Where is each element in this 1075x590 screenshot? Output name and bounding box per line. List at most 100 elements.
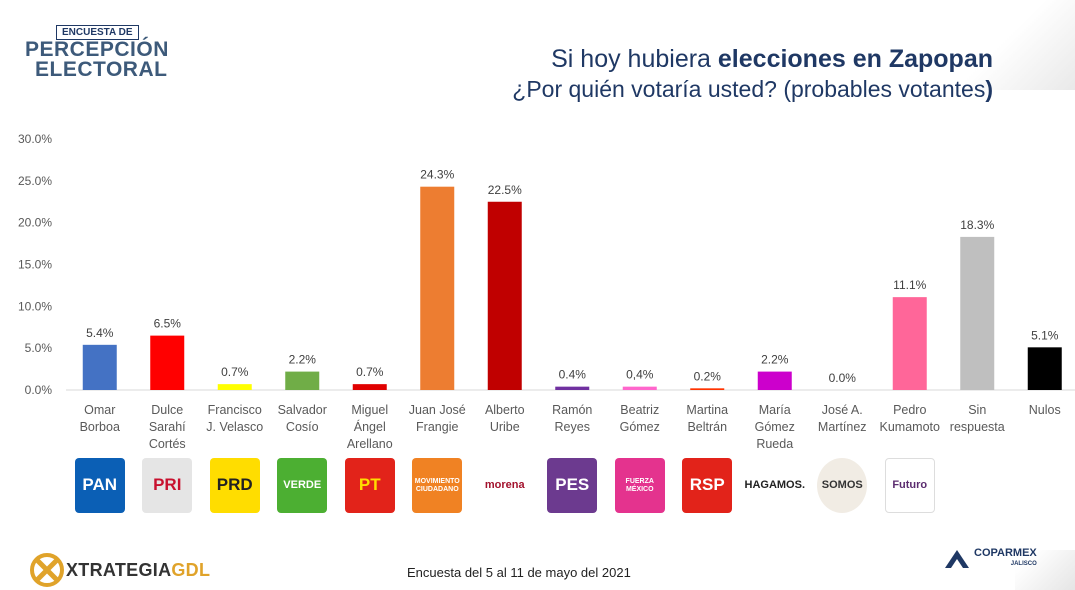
x-tick-label: Uribe [490,420,520,434]
coparmex-logo: COPARMEX JALISCO [944,548,1037,570]
x-tick-label: Francisco [208,403,262,417]
xtrategia-mark-icon [30,553,64,587]
x-tick-label: Dulce [151,403,183,417]
data-label: 0.4% [559,368,587,382]
x-tick-label: Martina [686,403,728,417]
x-tick-label: Sarahí [149,420,186,434]
data-label: 0.2% [694,369,722,383]
chart-subtitle: ¿Por quién votaría usted? (probables vot… [512,76,993,102]
y-tick-label: 15.0% [18,258,52,272]
x-tick-label: Kumamoto [880,420,940,434]
survey-logo: ENCUESTA DE PERCEPCIÓN ELECTORAL [20,22,169,81]
coparmex-sub: JALISCO [1010,561,1037,567]
chart-title: Si hoy hubiera elecciones en Zapopan ¿Po… [512,44,993,104]
x-tick-label: Omar [84,403,115,417]
party-logo-icon: MOVIMIENTO CIUDADANO [412,458,463,513]
x-tick-label: Beatriz [620,403,659,417]
bar [285,371,320,390]
survey-logo-line2: PERCEPCIÓN [25,38,169,61]
x-tick-label: Cosío [286,420,319,434]
party-logo-icon: PAN [74,458,125,513]
coparmex-mark-icon [945,550,969,568]
x-tick-label: José A. [822,403,863,417]
party-logo-icon: SOMOS [817,458,868,513]
data-label: 22.5% [488,183,522,197]
x-tick-label: Reyes [555,420,590,434]
data-label: 6.5% [154,317,182,331]
x-tick-label: Gómez [620,420,660,434]
party-logo-icon: PT [344,458,395,513]
data-label: 24.3% [420,168,454,182]
data-label: 2.2% [761,353,789,367]
party-logo-icon: PRI [142,458,193,513]
bar [217,384,252,390]
party-logo-icon: PRD [209,458,260,513]
x-tick-label: Cortés [149,437,186,451]
survey-logo-line3: ELECTORAL [35,58,168,81]
data-label: 0.7% [356,365,384,379]
x-tick-label: Arellano [347,437,393,451]
x-tick-label: Ángel [354,419,386,434]
data-label: 5.4% [86,326,114,340]
chart-title-line1: Si hoy hubiera elecciones en Zapopan [551,45,993,73]
data-label: 5.1% [1031,328,1059,342]
bar [757,371,792,390]
y-tick-label: 30.0% [18,132,52,146]
bar [150,335,185,390]
corner-decoration-bottom [1015,550,1075,590]
x-tick-label: J. Velasco [206,420,263,434]
data-label: 0.7% [221,365,249,379]
x-tick-label: Borboa [80,420,120,434]
bar [352,384,387,390]
bar [487,201,522,390]
bar [555,386,590,390]
x-tick-label: María [759,403,791,417]
bar [960,236,995,390]
party-logo-icon: HAGAMOS. [745,458,805,513]
party-logo-icon: morena [479,458,530,513]
x-tick-label: Rueda [756,437,793,451]
survey-date-note: Encuesta del 5 al 11 de mayo del 2021 [407,565,631,580]
x-tick-label: Salvador [278,403,327,417]
y-tick-label: 20.0% [18,216,52,230]
y-tick-label: 25.0% [18,174,52,188]
x-tick-label: Alberto [485,403,525,417]
bar [1027,347,1062,390]
x-tick-label: Beltrán [687,420,727,434]
corner-decoration [965,0,1075,90]
bar [690,388,725,390]
x-tick-label: Nulos [1029,403,1061,417]
party-logo-icon: FUERZA MÉXICO [614,458,665,513]
bar [420,186,455,390]
x-tick-label: Frangie [416,420,458,434]
coparmex-name: COPARMEX [974,547,1037,559]
x-tick-label: Miguel [351,403,388,417]
y-tick-label: 5.0% [25,341,53,355]
data-label: 11.1% [893,278,926,292]
xtrategia-gdl: GDL [171,559,211,580]
data-label: 2.2% [289,353,317,367]
xtrategia-logo: XTRATEGIAGDL [30,553,210,587]
y-tick-label: 0.0% [25,383,53,397]
x-tick-label: Ramón [552,403,592,417]
x-tick-label: Juan José [409,403,466,417]
bar [82,344,117,390]
data-label: 0.0% [829,371,857,385]
party-logo-icon: PES [547,458,598,513]
data-label: 18.3% [960,218,994,232]
x-tick-label: Gómez [755,420,795,434]
party-logo-icon: RSP [682,458,733,513]
x-tick-label: Sin [968,403,986,417]
x-tick-label: Martínez [818,420,867,434]
y-tick-label: 10.0% [18,299,52,313]
party-logo-icon: Futuro [884,458,935,513]
x-tick-label: respuesta [950,420,1005,434]
bar [622,386,657,390]
xtrategia-name: XTRATEGIA [66,559,172,580]
party-logo-icon: VERDE [277,458,328,513]
data-label: 0,4% [626,368,654,382]
survey-logo-tag: ENCUESTA DE [56,25,139,40]
bar [892,297,927,390]
x-tick-label: Pedro [893,403,926,417]
